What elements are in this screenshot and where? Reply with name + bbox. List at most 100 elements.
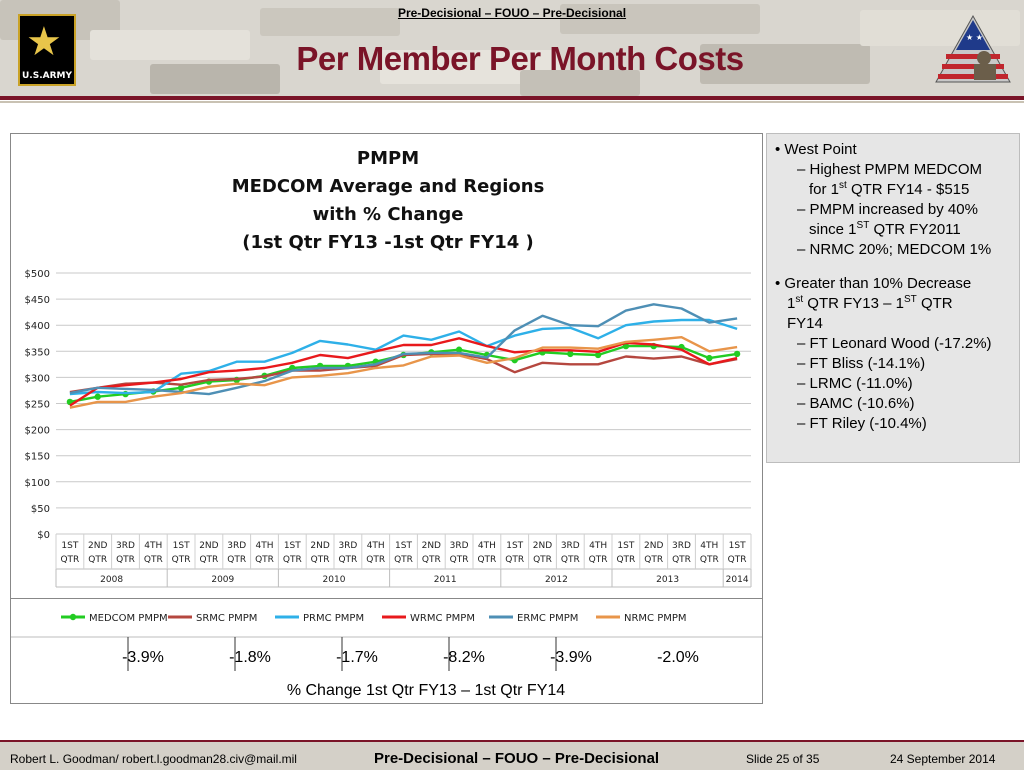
x-tick-label: QTR [561,555,580,565]
y-tick-label: $150 [25,452,50,463]
x-tick-label: QTR [116,555,135,565]
pct-change-value: -3.9% [550,649,592,666]
data-point [706,354,713,362]
x-tick-label: 2ND [199,541,218,551]
legend-label: MEDCOM PMPM [89,613,168,624]
y-tick-label: $350 [25,347,50,358]
x-tick-label: QTR [672,555,691,565]
x-tick-label: 1ST [395,541,412,551]
bullet-decrease: • Greater than 10% Decrease 1st QTR FY13 … [775,275,972,332]
legend-label: PRMC PMPM [303,613,364,624]
header-classification: Pre-Decisional – FOUO – Pre-Decisional [397,6,627,20]
y-tick-label: $500 [25,269,50,280]
data-point [567,350,574,358]
data-point [733,350,741,358]
x-tick-label: QTR [60,555,79,565]
x-tick-label: QTR [616,555,635,565]
x-tick-label: QTR [366,555,385,565]
x-tick-label: 2ND [533,541,552,551]
legend-label: SRMC PMPM [196,613,257,624]
x-tick-label: 2ND [422,541,441,551]
x-tick-label: 1ST [617,541,634,551]
x-tick-label: 1ST [506,541,523,551]
star-icon: ★ [26,19,62,65]
flag-soldier-icon: ★ ★ [935,14,1011,83]
x-tick-label: QTR [88,555,107,565]
year-label: 2012 [545,575,568,585]
x-tick-label: QTR [422,555,441,565]
army-logo-text: U.S.ARMY [22,71,72,81]
header-rule [0,96,1024,100]
x-tick-label: 4TH [144,541,162,551]
x-tick-label: 3RD [561,541,580,551]
series-line-prmc-pmpm [69,318,738,396]
year-label: 2009 [211,575,234,585]
x-tick-label: QTR [172,555,191,565]
x-tick-label: 3RD [338,541,357,551]
x-tick-label: 1ST [173,541,190,551]
x-tick-label: 3RD [672,541,691,551]
y-tick-label: $450 [25,295,50,306]
x-tick-label: QTR [533,555,552,565]
x-tick-label: QTR [700,555,719,565]
x-tick-label: 4TH [700,541,718,551]
x-tick-label: QTR [144,555,163,565]
y-tick-label: $0 [37,530,50,541]
footer-author: Robert L. Goodman/ robert.l.goodman28.ci… [10,752,297,766]
year-label: 2014 [726,575,749,585]
pct-change-value: -2.0% [657,649,699,666]
bullet-icon: • [775,141,785,158]
chart-title-line-4: (1st Qtr FY13 -1st Qtr FY14 ) [242,232,534,253]
svg-text:★ ★: ★ ★ [966,33,983,42]
y-tick-label: $100 [25,478,50,489]
x-tick-label: QTR [728,555,747,565]
data-point [455,346,463,353]
chart-legend: MEDCOM PMPM SRMC PMPM PRMC PMPM WRMC PMPM ER… [11,613,762,699]
x-tick-label: 4TH [367,541,385,551]
x-tick-label: 2ND [88,541,107,551]
bullet-west-point: • West Point [775,141,857,158]
legend-marker [69,613,77,621]
year-label: 2013 [656,575,679,585]
pct-change-value: -1.8% [229,649,271,666]
sub-bullet-pmpm-increase: – PMPM increased by 40% since 1ST QTR FY2… [797,201,978,238]
x-tick-label: 3RD [227,541,246,551]
x-tick-label: 2ND [310,541,329,551]
x-tick-label: QTR [589,555,608,565]
pmpm-line-chart: PMPM MEDCOM Average and Regions with % C… [25,148,752,588]
sub-bullet-item: – FT Bliss (-14.1%) [797,355,926,372]
year-label: 2011 [434,575,457,585]
year-label: 2010 [323,575,346,585]
x-tick-label: QTR [505,555,524,565]
x-tick-label: QTR [283,555,302,565]
footer-slide-number: Slide 25 of 35 [746,752,820,766]
sub-bullet-item: – FT Leonard Wood (-17.2%) [797,335,992,352]
page-title: Per Member Per Month Costs [296,40,744,77]
x-tick-label: QTR [199,555,218,565]
legend-label: ERMC PMPM [517,613,578,624]
y-tick-label: $200 [25,426,50,437]
chart-title-line-3: with % Change [313,204,464,225]
pct-change-value: -1.7% [336,649,378,666]
footer-classification: Pre-Decisional – FOUO – Pre-Decisional [374,750,660,767]
y-tick-label: $250 [25,400,50,411]
pct-change-value: -8.2% [443,649,485,666]
data-point [594,351,602,359]
footer-date: 24 September 2014 [890,752,996,766]
x-tick-label: 1ST [284,541,301,551]
year-label: 2008 [100,575,123,585]
x-tick-label: 4TH [256,541,274,551]
x-tick-label: QTR [477,555,496,565]
legend-label: NRMC PMPM [624,613,687,624]
x-tick-label: 2ND [644,541,663,551]
x-tick-label: 1ST [729,541,746,551]
chart-title-line-1: PMPM [357,148,419,169]
pct-change-caption: % Change 1st Qtr FY13 – 1st Qtr FY14 [287,682,565,699]
x-tick-label: 3RD [116,541,135,551]
x-tick-label: 1ST [61,541,78,551]
sub-bullet-item: – FT Riley (-10.4%) [797,415,927,432]
x-tick-label: QTR [311,555,330,565]
chart-area: PMPM MEDCOM Average and Regions with % C… [10,133,763,603]
army-logo: ★ U.S.ARMY [18,14,76,86]
sub-bullet-item: – BAMC (-10.6%) [797,395,915,412]
